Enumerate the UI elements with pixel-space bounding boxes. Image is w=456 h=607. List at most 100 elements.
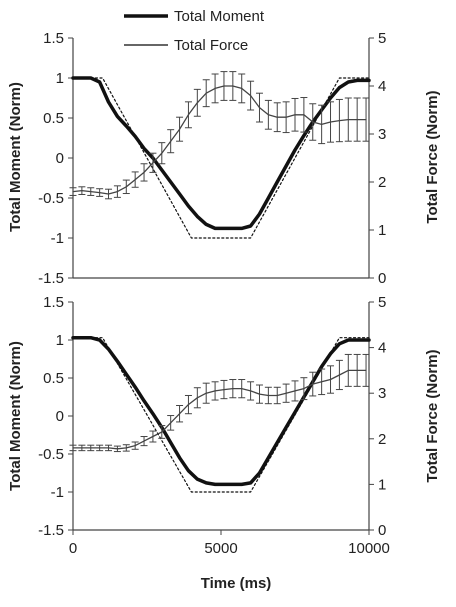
top-right-tick-label: 2 [378, 174, 386, 191]
bottom-right-tick-label: 3 [378, 385, 386, 402]
legend: Total Moment Total Force [124, 8, 265, 54]
top-total-force-error-bar [291, 97, 299, 132]
top-total-force-error-bar [78, 186, 86, 195]
bottom-left-tick-label: 0 [56, 408, 64, 425]
top-left-tick-label: -0.5 [38, 190, 64, 207]
top-total-force-error-bar [69, 187, 77, 196]
top-total-force-error-bar [273, 102, 281, 133]
bottom-total-force-error-bar [193, 387, 201, 409]
top-total-force-error-bar [122, 179, 130, 195]
top-total-force-error-bar [247, 80, 255, 111]
top-total-force-error-bar [264, 99, 272, 130]
bottom-total-force-error-bar [69, 444, 77, 452]
top-total-force-error-bar [113, 185, 121, 198]
top-total-force-error-bar [140, 163, 148, 182]
top-total-force-error-bar [309, 103, 317, 141]
top-total-force-error-bar [176, 116, 184, 142]
top-total-force-error-bar [300, 97, 308, 133]
top-total-force-error-bar [96, 188, 104, 197]
top-total-force-error-bar [105, 188, 113, 200]
bottom-total-force-error-bar [113, 445, 121, 453]
top-total-force-error-bar [149, 152, 157, 173]
bottom-right-tick-label: 2 [378, 431, 386, 448]
bottom-total-force-error-bar [362, 353, 370, 387]
top-left-tick-label: -1.5 [38, 270, 64, 287]
bottom-total-force-error-bar [264, 386, 272, 405]
top-total-force-error-bar [184, 101, 192, 129]
bottom-total-force-line [72, 369, 367, 450]
bottom-total-force-error-bar [131, 441, 139, 450]
bottom-total-force-error-bar [282, 383, 290, 403]
bottom-x-tick-label: 10000 [348, 540, 390, 557]
bottom-total-force-error-bar [122, 444, 130, 452]
bottom-total-force-error-bar [105, 444, 113, 452]
bottom-left-tick-label: 0.5 [43, 370, 64, 387]
top-right-tick-label: 5 [378, 30, 386, 47]
bottom-total-force-error-bar [309, 371, 317, 397]
bottom-total-force-error-bar [158, 425, 166, 439]
bottom-total-force-error-bar [211, 381, 219, 401]
bottom-left-tick-label: -0.5 [38, 446, 64, 463]
bottom-total-force-error-bar [202, 382, 210, 404]
bottom-total-moment-line [71, 335, 371, 487]
top-total-force-error-bar [255, 92, 263, 123]
bottom-total-force-error-bar [96, 444, 104, 452]
bottom-total-force-error-bar [291, 380, 299, 402]
top-left-tick-label: 0 [56, 150, 64, 167]
top-total-force-error-bar [282, 101, 290, 134]
top-right-tick-label: 4 [378, 78, 386, 95]
top-left-tick-label: 1.5 [43, 30, 64, 47]
top-left-tick-label: -1 [51, 230, 64, 247]
bottom-total-force-error-bar [220, 379, 228, 400]
bottom-total-force-error-bar [229, 379, 237, 399]
top-left-tick-label: 0.5 [43, 110, 64, 127]
bottom-total-force-error-bar [318, 368, 326, 396]
top-right-tick-label: 0 [378, 270, 386, 287]
bottom-x-tick-label: 0 [69, 540, 77, 557]
legend-label-total-force: Total Force [174, 37, 248, 54]
bottom-left-tick-label: 1 [56, 332, 64, 349]
x-axis-title: Time (ms) [201, 575, 272, 592]
bottom-right-tick-label: 4 [378, 340, 386, 357]
bottom-target-moment-line [72, 337, 370, 493]
bottom-total-force-error-bar [255, 384, 263, 404]
top-total-force-error-bar [335, 98, 343, 143]
bottom-right-axis-title: Total Force (Norm) [424, 349, 441, 482]
bottom-left-tick-label: -1.5 [38, 522, 64, 539]
top-total-force-line [72, 85, 367, 195]
top-total-force-error-bar [220, 71, 228, 101]
bottom-right-tick-label: 5 [378, 294, 386, 311]
top-right-tick-label: 3 [378, 126, 386, 143]
top-total-moment-line [71, 76, 371, 231]
bottom-left-axis-title: Total Moment (Norm) [7, 341, 24, 491]
top-left-tick-label: 1 [56, 70, 64, 87]
top-total-force-error-bar [193, 88, 201, 117]
top-total-force-error-bar [167, 129, 175, 154]
top-total-force-error-bar [344, 97, 352, 142]
top-right-axis-title: Total Force (Norm) [424, 90, 441, 223]
top-total-force-error-bar [87, 187, 95, 196]
top-total-force-error-bar [158, 142, 166, 165]
top-total-force-error-bar [327, 101, 335, 143]
bottom-total-force-error-bar [176, 405, 184, 423]
bottom-total-force-error-bar [149, 430, 157, 443]
bottom-left-tick-label: 1.5 [43, 294, 64, 311]
bottom-right-tick-label: 1 [378, 476, 386, 493]
bottom-total-force-error-bar [238, 379, 246, 399]
bottom-total-force-error-bar [184, 394, 192, 415]
bottom-total-force-error-bar [78, 444, 86, 452]
bottom-panel: Total Moment (Norm) Total Force (Norm) T… [7, 294, 441, 592]
bottom-total-force-error-bar [140, 436, 148, 447]
bottom-total-force-error-bar [87, 444, 95, 452]
top-total-force-error-bar [229, 71, 237, 101]
top-total-force-error-bar [353, 97, 361, 142]
top-panel: Total Moment (Norm) Total Force (Norm) 1… [7, 30, 441, 287]
bottom-x-tick-label: 5000 [204, 540, 237, 557]
bottom-total-force-error-bar [335, 359, 343, 391]
bottom-total-force-error-bar [167, 415, 175, 431]
top-target-moment-line [72, 77, 370, 239]
legend-label-total-moment: Total Moment [174, 8, 265, 25]
top-total-force-error-bar [202, 79, 210, 108]
top-total-force-error-bar [362, 97, 370, 142]
